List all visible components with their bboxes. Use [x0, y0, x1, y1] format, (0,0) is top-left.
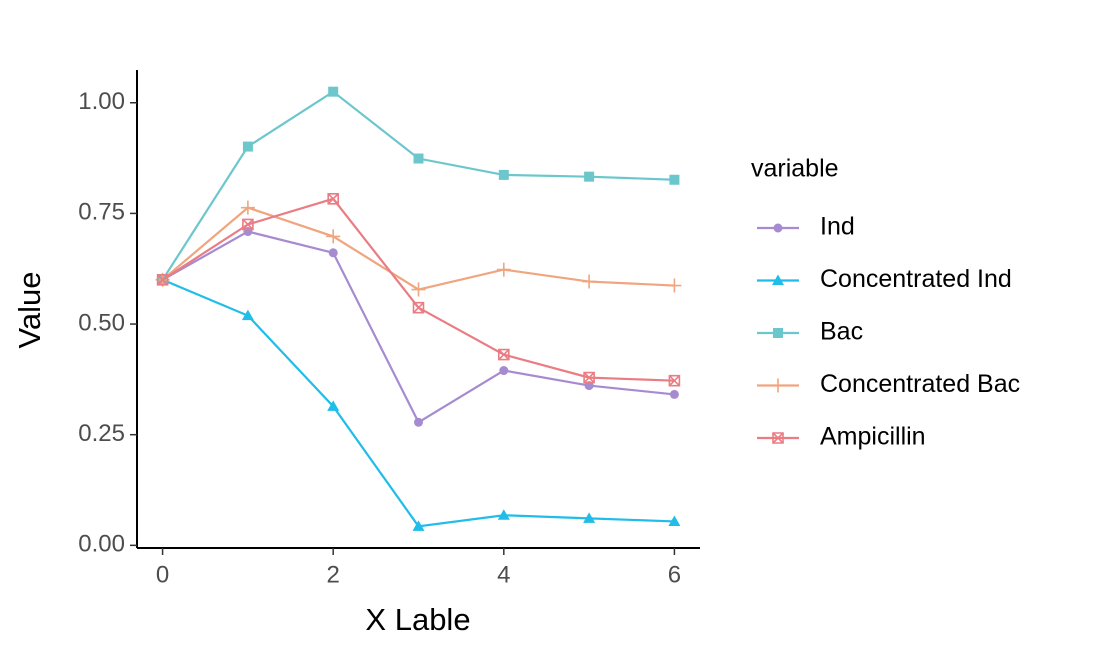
y-tick-label: 0.75: [78, 199, 125, 226]
data-point: [411, 282, 426, 297]
data-point: [498, 348, 510, 361]
legend-label: Concentrated Bac: [820, 370, 1020, 398]
data-point: [669, 174, 680, 185]
data-point: [327, 400, 340, 411]
y-tick-label: 0.25: [78, 420, 125, 447]
data-point: [242, 141, 253, 152]
data-point: [412, 301, 425, 314]
legend-label: Ampicillin: [820, 423, 926, 451]
data-point: [583, 371, 595, 384]
legend-key-marker: [771, 378, 785, 393]
data-point: [327, 192, 339, 205]
data-point: [413, 153, 424, 164]
data-point: [583, 512, 596, 523]
legend-title: variable: [751, 155, 839, 183]
legend-label: Concentrated Ind: [820, 265, 1012, 293]
data-point: [156, 273, 169, 286]
x-axis-title: X Lable: [365, 602, 470, 637]
data-point: [241, 309, 254, 321]
legend-key-marker: [772, 274, 784, 285]
x-tick-label: 4: [497, 561, 510, 588]
data-point: [414, 417, 423, 427]
legend-key-marker: [773, 328, 783, 338]
data-point: [328, 248, 338, 258]
data-point: [496, 262, 511, 277]
data-point: [240, 200, 255, 215]
y-tick-label: 1.00: [78, 88, 125, 115]
data-point: [668, 515, 681, 526]
data-point: [667, 278, 682, 293]
data-point: [326, 229, 341, 244]
data-point: [412, 520, 425, 531]
data-point: [497, 509, 510, 520]
x-tick-label: 2: [327, 561, 340, 588]
y-axis-title: Value: [12, 272, 47, 349]
data-point: [584, 171, 595, 182]
data-point: [499, 366, 509, 376]
data-point: [498, 169, 509, 180]
legend-label: Ind: [820, 213, 855, 241]
x-tick-label: 6: [668, 561, 681, 588]
x-tick-label: 0: [156, 561, 169, 588]
legend-label: Bac: [820, 318, 863, 346]
y-tick-label: 0.00: [78, 531, 125, 558]
data-point: [328, 86, 339, 97]
data-point: [668, 374, 681, 387]
legend-key-marker: [773, 223, 783, 233]
legend-key-marker: [772, 432, 784, 444]
data-point: [669, 389, 679, 399]
data-point: [582, 274, 597, 289]
y-tick-label: 0.50: [78, 309, 125, 336]
data-point: [242, 218, 254, 231]
